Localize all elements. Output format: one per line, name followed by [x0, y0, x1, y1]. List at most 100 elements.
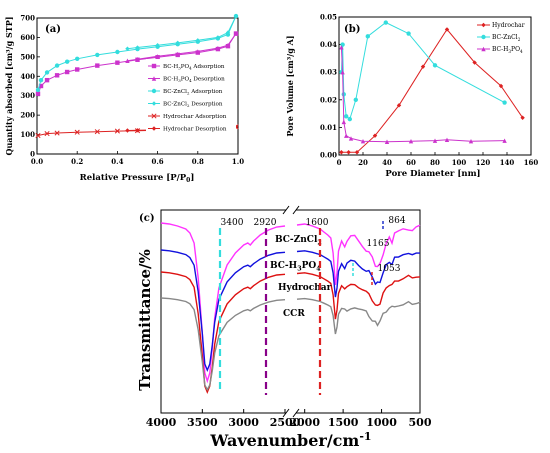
data-point	[175, 51, 180, 57]
data-point	[354, 150, 360, 155]
data-point	[408, 139, 414, 144]
x-tick-label: 4000	[146, 416, 177, 429]
panel-c-y-axis-label: Transmittance/%	[136, 249, 154, 391]
x-tick-label: 3000	[228, 416, 259, 429]
y-tick-label: 0.00	[320, 151, 337, 160]
data-point	[155, 43, 160, 48]
band-label: 1053	[378, 264, 401, 274]
data-point	[444, 27, 450, 32]
data-point	[125, 46, 130, 51]
data-point	[38, 77, 44, 83]
data-point	[339, 45, 344, 50]
x-tick-label: 0.2	[71, 157, 83, 166]
data-point	[344, 133, 349, 138]
series-group	[125, 31, 239, 63]
panel-b: (b) 0.00 0.01 0.02 0.03 0.04 0.05 0 20 40 60 80 10…	[285, 13, 538, 180]
legend-entry-label: BC-ZnCl2​ Desorption	[163, 102, 223, 109]
legend-entry-label: Hydrochar	[492, 22, 525, 29]
data-point	[135, 56, 140, 62]
data-point	[125, 128, 130, 133]
legend-entry-label: BC-H3​PO4​	[492, 46, 523, 54]
band-label: 2920	[254, 218, 277, 228]
legend-swatch-marker	[481, 22, 486, 28]
data-point	[195, 49, 200, 54]
data-point	[215, 45, 221, 51]
band-label: 1600	[306, 218, 329, 228]
x-tick-label: 100	[452, 158, 467, 167]
legend-entry-label: BC-H3​PO4​	[270, 261, 321, 273]
data-point	[472, 60, 477, 65]
series-line	[341, 28, 524, 153]
axis-break-gap	[286, 205, 296, 215]
y-tick-label: 0.02	[320, 95, 337, 104]
panel-c-x-axis-label: Wavenumber/cm-1	[209, 430, 371, 450]
legend-swatch-marker	[151, 101, 157, 106]
series-line	[127, 15, 237, 50]
data-point	[94, 129, 100, 135]
x-tick-label: 0.4	[111, 157, 123, 166]
legend-swatch-marker	[151, 76, 157, 81]
legend-swatch-marker	[151, 63, 157, 69]
data-point	[54, 63, 60, 68]
y-tick-label: 300	[20, 91, 35, 100]
data-point	[225, 30, 231, 35]
data-point	[360, 139, 366, 144]
x-tick-label: 80	[430, 158, 440, 167]
y-tick-label: 0.01	[320, 123, 337, 132]
panel-b-legend: Hydrochar BC-ZnCl2​ BC-H3​PO4​	[476, 19, 530, 59]
data-point	[155, 54, 160, 59]
data-point	[520, 115, 525, 120]
x-tick-label: 120	[476, 158, 491, 167]
data-point	[233, 31, 239, 36]
data-point	[384, 139, 390, 144]
band-label: 1165	[367, 239, 390, 249]
data-point	[115, 49, 120, 55]
panel-a-x-axis-label: Relative Pressure [P/P0]	[80, 173, 195, 184]
x-tick-label: 2000	[289, 416, 320, 429]
data-point	[498, 83, 504, 89]
legend-entry-label: BC-ZnCl2​	[492, 34, 521, 42]
x-tick-label: 140	[500, 158, 515, 167]
band-label: 3400	[221, 218, 244, 228]
data-point	[344, 114, 349, 119]
y-tick-label: 400	[20, 72, 35, 81]
data-point	[420, 64, 426, 69]
legend-entry-label: BC-H3​PO4​ Desorption	[163, 77, 225, 84]
y-tick-label: 600	[20, 33, 35, 42]
data-point	[365, 34, 370, 39]
x-tick-label: 0.6	[152, 157, 164, 166]
series-group	[339, 20, 507, 122]
data-point	[339, 150, 344, 155]
data-point	[75, 56, 80, 61]
y-tick-label: 100	[20, 130, 35, 139]
data-point	[372, 133, 378, 138]
data-point	[35, 132, 41, 139]
y-tick-label: 500	[20, 52, 35, 61]
x-tick-label: 1000	[366, 416, 397, 429]
axis-break-gap	[286, 408, 296, 418]
panel-a: (a) 0 100 200 300 400 500 600 700 0.0 0.2 0.4 0.6 0…	[4, 14, 244, 185]
legend-swatch-marker	[151, 126, 157, 131]
data-point	[347, 116, 352, 122]
data-point	[74, 129, 80, 135]
panel-c-label: (c)	[139, 213, 155, 224]
x-tick-label: 2500	[270, 416, 301, 429]
data-point	[502, 100, 507, 105]
y-tick-label: 0.05	[320, 13, 337, 22]
data-point	[64, 59, 70, 64]
data-point	[432, 63, 438, 68]
y-tick-label: 700	[20, 14, 35, 23]
panel-a-legend: BC-H3​PO4​ Adsorption BC-H3​PO4​ Desorpti…	[146, 59, 236, 139]
axis-break-mark	[282, 205, 300, 215]
data-point	[225, 43, 231, 48]
y-tick-label: 0.04	[320, 40, 337, 49]
panel-a-frame	[36, 17, 239, 155]
y-tick-label: 200	[20, 111, 35, 120]
x-tick-label: 0.0	[31, 157, 43, 166]
data-point	[341, 119, 346, 125]
data-point	[175, 40, 180, 46]
data-point	[135, 45, 140, 50]
legend-entry-label: BC-ZnCl2​	[275, 235, 322, 247]
